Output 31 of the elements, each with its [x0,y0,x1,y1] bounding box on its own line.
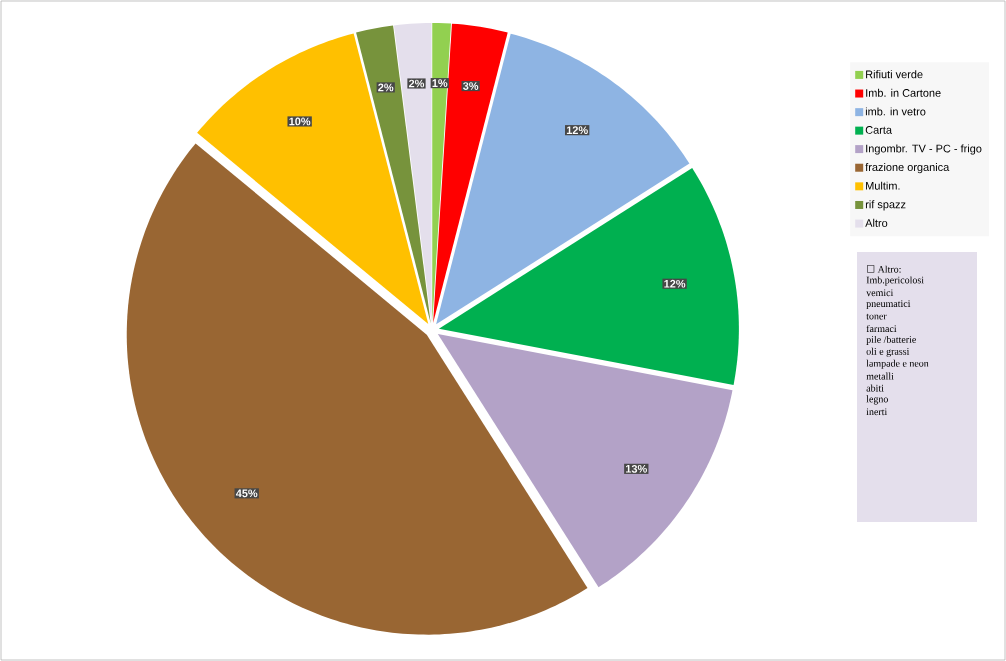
data-label: 13% [626,464,647,473]
text: abiti [866,384,884,392]
legend-label: Carta [865,126,892,134]
data-label: 2% [408,79,425,88]
text: ☐ Altro: [867,265,901,273]
text: pneumatici [866,300,911,310]
data-label: 12% [664,279,686,288]
text: lampade e neon [866,359,929,369]
data-label: 12% [566,126,588,135]
text: pile /batterie [866,335,916,345]
text: farmaci [866,324,897,333]
text: inerti [866,408,888,416]
data-label: 10% [289,117,311,126]
legend-label: Imb. in Cartone [866,88,941,97]
text: legno [866,395,888,405]
legend-label: frazione organica [865,163,950,174]
text: oli e grassi [866,347,910,357]
legend-label: Ingombr. TV - PC - frigo [866,144,982,155]
legend-label: Altro [865,218,888,227]
text: toner [866,313,887,320]
data-label: 1% [432,79,448,87]
legend-label: Multim. [866,181,900,190]
text: Imb.pericolosi [866,276,924,286]
data-label: 2% [378,83,394,92]
text: metalli [866,372,894,380]
legend-label: Rifiuti verde [866,70,923,79]
text: vemici [866,289,894,297]
legend-label: imb. in vetro [865,107,926,116]
data-label: 3% [462,82,479,90]
data-label: 45% [235,489,258,498]
legend-label: rif spazz [865,200,906,211]
